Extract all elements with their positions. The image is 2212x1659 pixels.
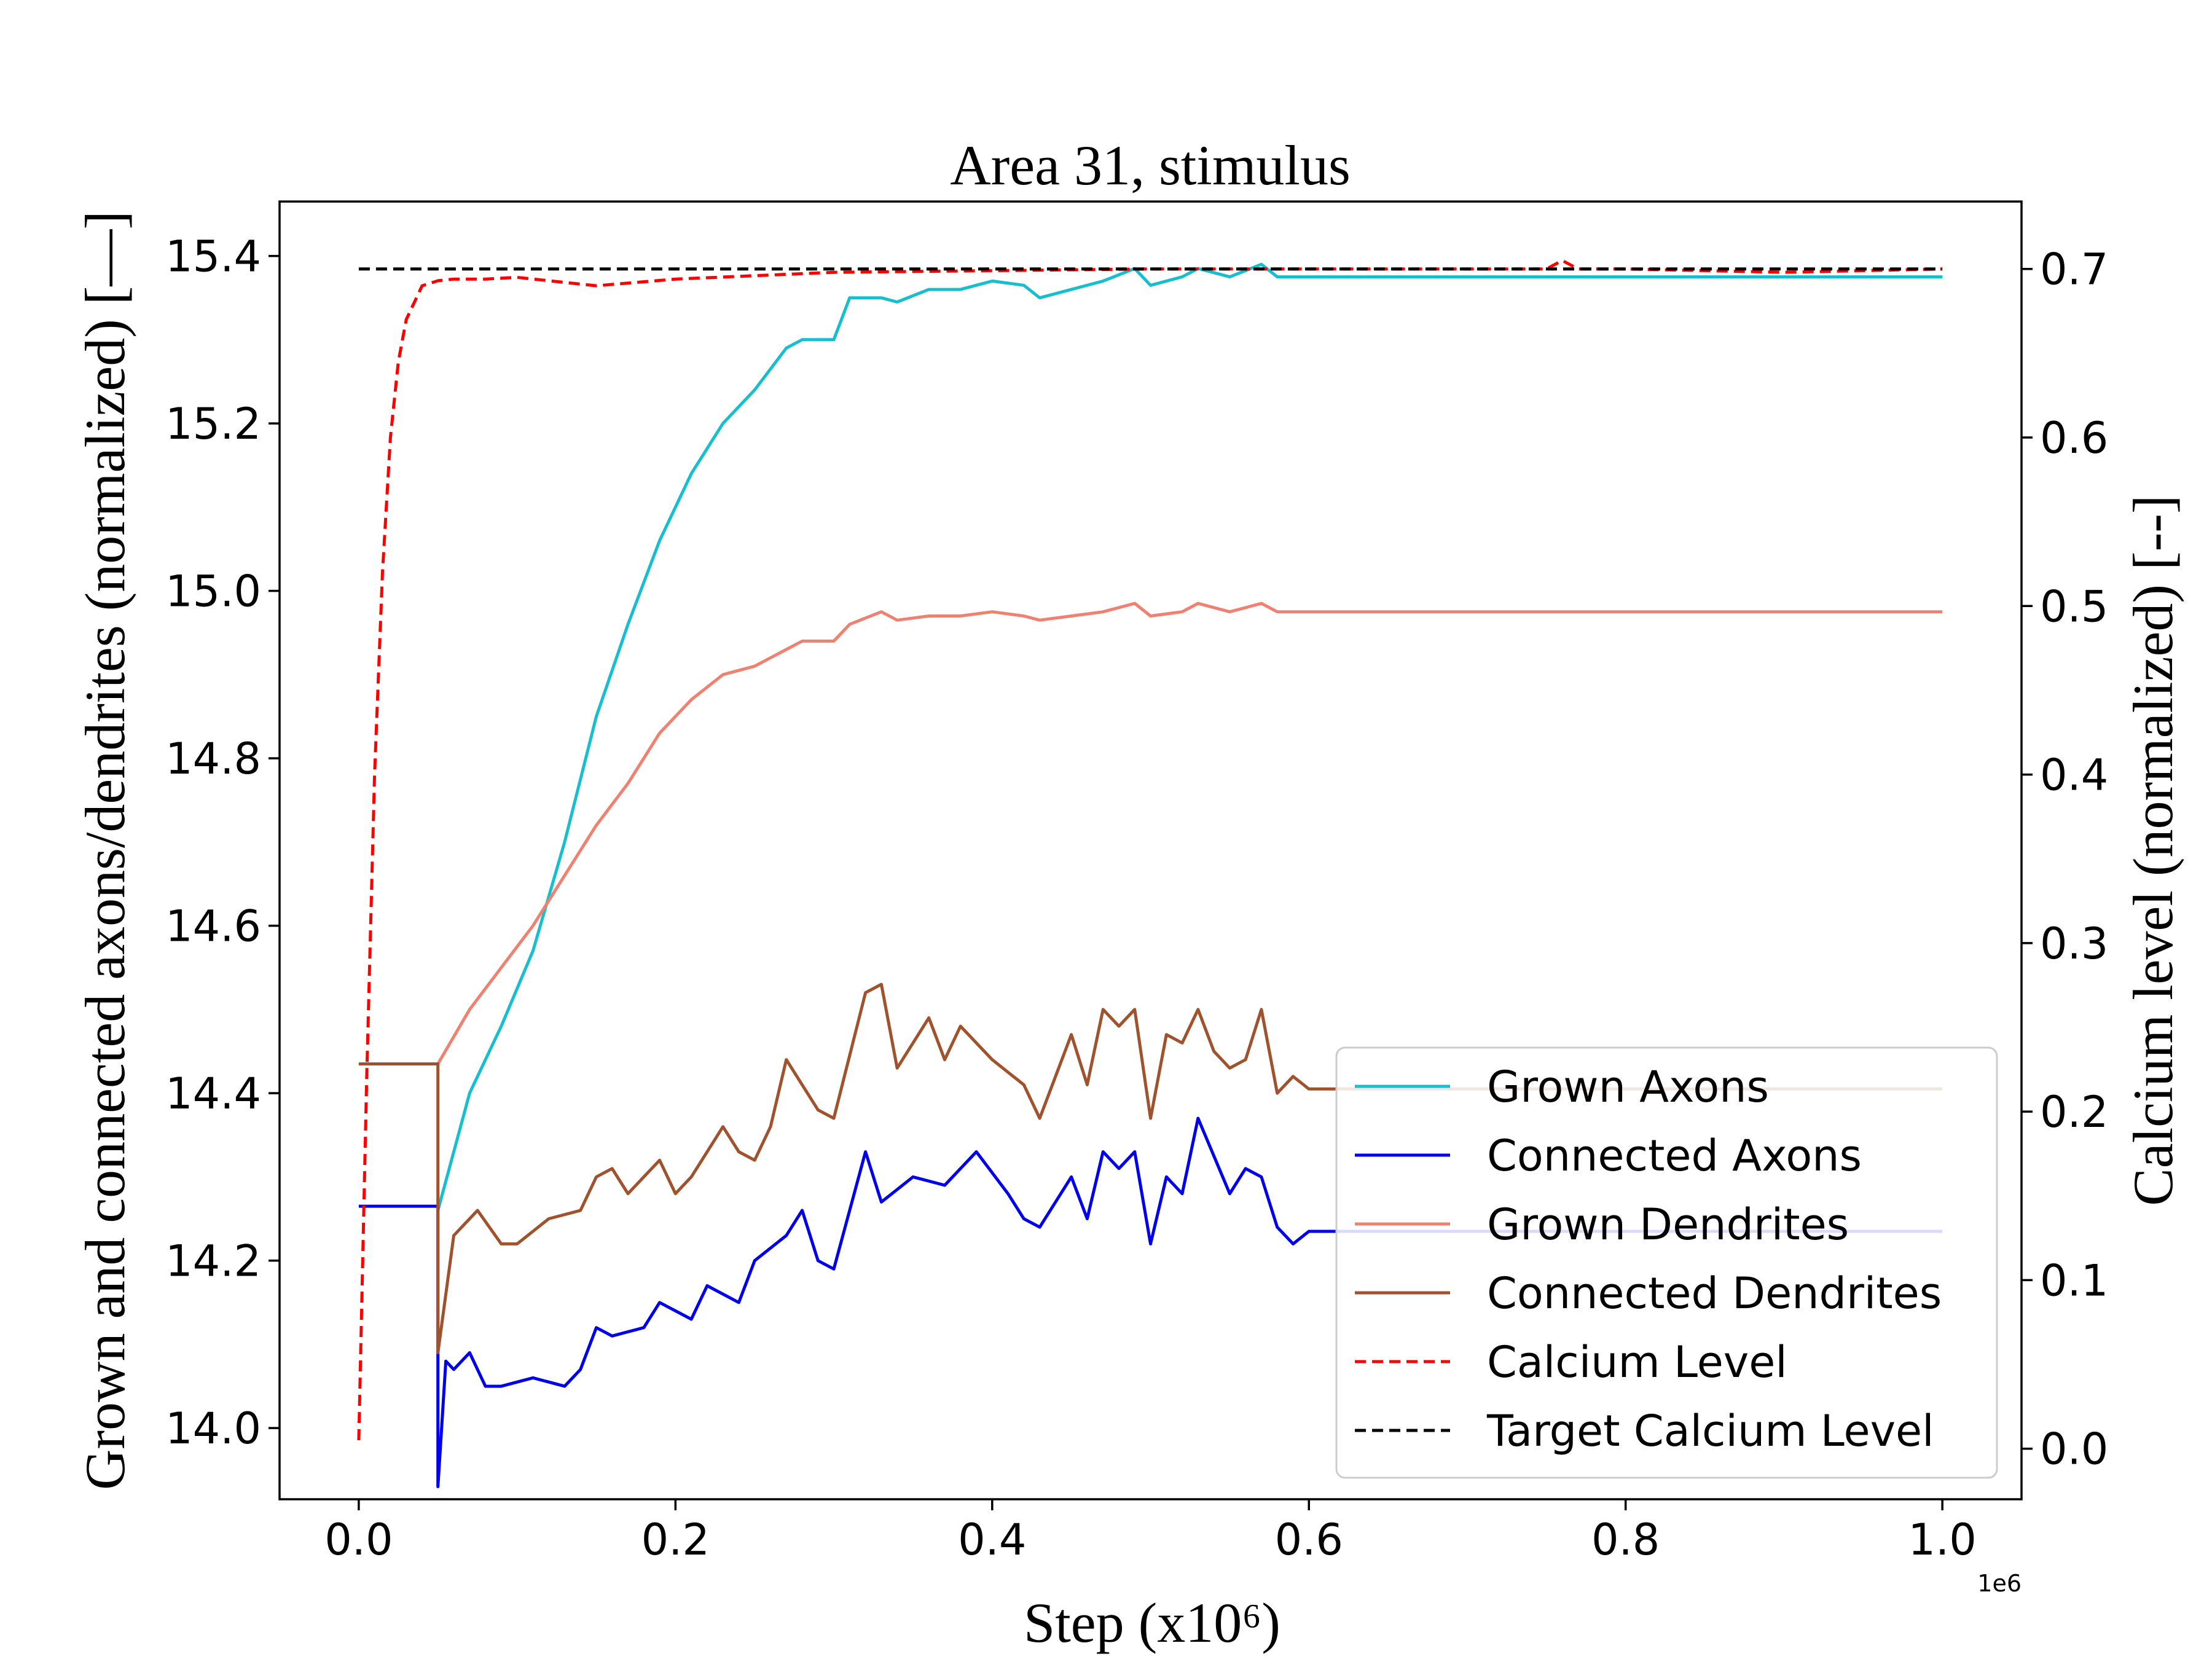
left-y-tick-label: 14.0 [165,1403,261,1454]
right-y-tick-label: 0.2 [2040,1087,2108,1137]
left-y-tick-label: 15.4 [165,232,261,282]
right-y-tick-label: 0.3 [2040,919,2108,969]
legend-label-target-calcium-level: Target Calcium Level [1486,1406,1934,1456]
series-line-connected-axons [358,1116,1943,1489]
right-y-tick-label: 0.5 [2040,581,2108,632]
left-y-tick-label: 14.2 [165,1236,261,1287]
left-y-tick-label: 14.4 [165,1069,261,1119]
x-tick-label: 1.0 [1908,1515,1976,1565]
right-y-tick-label: 0.1 [2040,1255,2108,1306]
right-y-tick-label: 0.4 [2040,750,2108,801]
x-tick-label: 0.2 [641,1515,710,1565]
right-y-axis-title: Calcium level (normalized) [--] [2122,495,2184,1206]
x-tick-label: 0.8 [1591,1515,1660,1565]
left-y-axis-title: Grown and connected axons/dendrites (nor… [74,211,136,1490]
x-offset-text: 1e6 [1977,1570,2022,1597]
series-line-grown-dendrites [358,602,1943,1065]
left-y-tick-label: 15.0 [165,567,261,617]
series-line-connected-dendrites [358,982,1943,1354]
x-tick-label: 0.4 [958,1515,1026,1565]
legend: Grown Axons Connected Axons Grown Dendrite… [1335,1046,1998,1479]
series-line-grown-axons [436,262,1943,1211]
x-tick-label: 0.6 [1275,1515,1343,1565]
legend-label-connected-dendrites: Connected Dendrites [1487,1268,1942,1319]
plot-frame [278,200,2023,1500]
legend-label-grown-dendrites: Grown Dendrites [1487,1199,1849,1250]
legend-entries: Grown Axons Connected Axons Grown Dendrite… [1355,1062,1942,1456]
series-line-calcium-level [357,259,1943,1441]
x-axis-label: Step [1024,1591,1124,1654]
legend-label-grown-axons: Grown Axons [1487,1062,1769,1112]
x-axis-title: Step (x10⁶) [1024,1591,1281,1654]
legend-label-connected-axons: Connected Axons [1487,1131,1862,1181]
chart-title: Area 31, stimulus [950,134,1351,197]
left-y-tick-label: 14.8 [165,734,261,784]
right-y-tick-label: 0.6 [2040,413,2108,463]
right-y-tick-label: 0.0 [2040,1424,2108,1475]
legend-box [1335,1046,1998,1479]
x-tick-label: 0.0 [324,1515,393,1565]
series-layer [357,259,1943,1489]
tick-layer: 0.0 0.2 0.4 0.6 0.8 1.0 14.0 14.2 14.4 14.6 14.8 15… [165,232,2108,1565]
left-y-tick-label: 14.6 [165,901,261,952]
x-axis-unit: (x10⁶) [1139,1591,1281,1654]
legend-label-calcium-level: Calcium Level [1487,1337,1787,1387]
left-y-tick-label: 15.2 [165,399,261,449]
right-y-tick-label: 0.7 [2040,245,2108,295]
